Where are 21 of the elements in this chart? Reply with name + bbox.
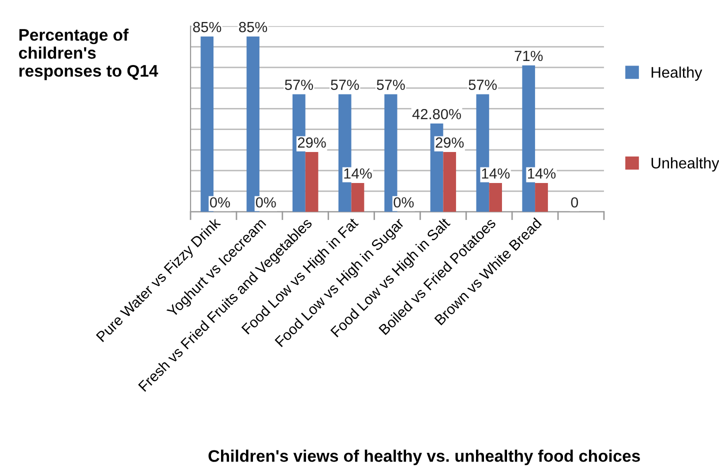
data-label: 57% xyxy=(284,80,314,90)
data-label: 14% xyxy=(482,168,510,179)
data-label: 29% xyxy=(436,137,464,148)
data-label: 0% xyxy=(256,197,276,208)
y-axis-title: Percentage of children's responses to Q14 xyxy=(18,28,158,80)
data-label: 57% xyxy=(376,80,405,90)
legend-label: Healthy xyxy=(652,66,702,81)
data-label: 0% xyxy=(394,197,414,208)
data-label: 14% xyxy=(528,168,556,179)
x-axis-title: Children's views of healthy vs. unhealthy food choices xyxy=(208,450,640,466)
data-label: 42.80% xyxy=(412,108,461,120)
data-label: 57% xyxy=(330,80,359,90)
data-label: 29% xyxy=(298,137,326,148)
data-label: 14% xyxy=(344,168,372,179)
data-label: 71% xyxy=(514,50,543,62)
data-label: 57% xyxy=(468,80,497,90)
legend-label: Unhealthy xyxy=(652,157,719,172)
data-label: 85% xyxy=(193,22,222,32)
data-label: 85% xyxy=(239,22,268,32)
data-label: 0% xyxy=(210,197,230,208)
data-label: 0 xyxy=(571,197,578,208)
